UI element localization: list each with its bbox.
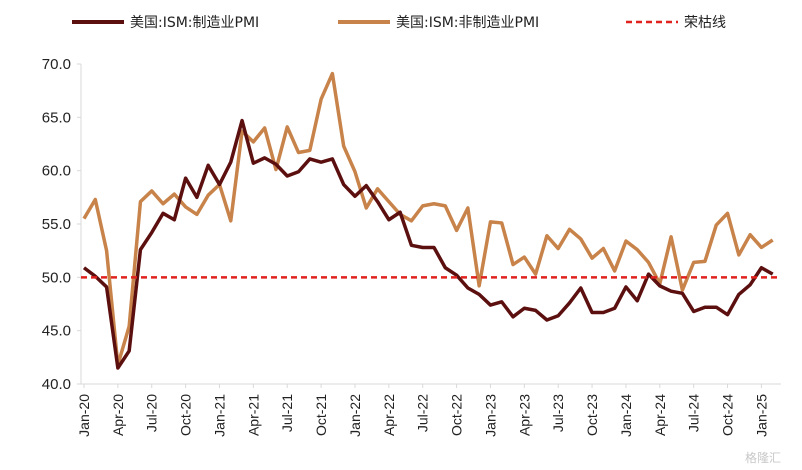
y-tick-label: 70.0 [42, 56, 71, 73]
x-tick-label: Jul-20 [144, 394, 160, 432]
x-axis-ticks: Jan-20 Apr-20 Jul-20 Oct-20 Jan-21 Apr-21 Jul-… [76, 384, 769, 437]
y-tick-label: 55.0 [42, 216, 71, 233]
x-tick-label: Oct-22 [449, 394, 465, 436]
y-axis-ticks: 40.0 45.0 50.0 55.0 60.0 65.0 70.0 [42, 56, 81, 393]
x-tick-label: Oct-20 [178, 394, 194, 436]
y-tick-label: 60.0 [42, 163, 71, 180]
x-tick-label: Jan-23 [482, 394, 498, 437]
nonmanufacturing-pmi-line [82, 71, 774, 367]
x-tick-label: Oct-21 [313, 394, 329, 436]
legend-item-boom-bust-line[interactable]: 荣枯线 [626, 15, 726, 31]
x-tick-label: Oct-24 [720, 394, 736, 436]
x-tick-label: Apr-21 [245, 394, 261, 436]
x-tick-label: Jul-21 [279, 394, 295, 432]
legend-item-manufacturing[interactable]: 美国:ISM:制造业PMI [72, 15, 259, 31]
x-tick-label: Jan-21 [211, 394, 227, 437]
legend-label-manufacturing: 美国:ISM:制造业PMI [130, 15, 259, 31]
manufacturing-pmi-line [82, 118, 774, 370]
legend-label-nonmanufacturing: 美国:ISM:非制造业PMI [396, 15, 539, 31]
y-tick-label: 45.0 [42, 323, 71, 340]
x-tick-label: Apr-20 [110, 394, 126, 436]
y-tick-label: 65.0 [42, 109, 71, 126]
x-tick-label: Jan-22 [347, 394, 363, 437]
y-tick-label: 50.0 [42, 269, 71, 286]
x-tick-label: Apr-23 [516, 394, 532, 436]
x-tick-label: Jan-24 [618, 394, 634, 437]
series-layer [81, 71, 781, 370]
x-tick-label: Apr-22 [381, 394, 397, 436]
x-tick-label: Jul-24 [686, 394, 702, 432]
watermark: 格隆汇 [745, 450, 781, 465]
legend: 美国:ISM:制造业PMI 美国:ISM:非制造业PMI 荣枯线 [72, 15, 726, 31]
legend-label-boom-bust-line: 荣枯线 [684, 15, 726, 31]
x-tick-label: Jan-20 [76, 394, 92, 437]
x-tick-label: Jul-22 [415, 394, 431, 432]
x-tick-label: Jan-25 [753, 394, 769, 437]
x-tick-label: Apr-24 [652, 394, 668, 436]
x-tick-label: Jul-23 [550, 394, 566, 432]
x-tick-label: Oct-23 [584, 394, 600, 436]
y-tick-label: 40.0 [42, 376, 71, 393]
legend-item-nonmanufacturing[interactable]: 美国:ISM:非制造业PMI [338, 15, 539, 31]
